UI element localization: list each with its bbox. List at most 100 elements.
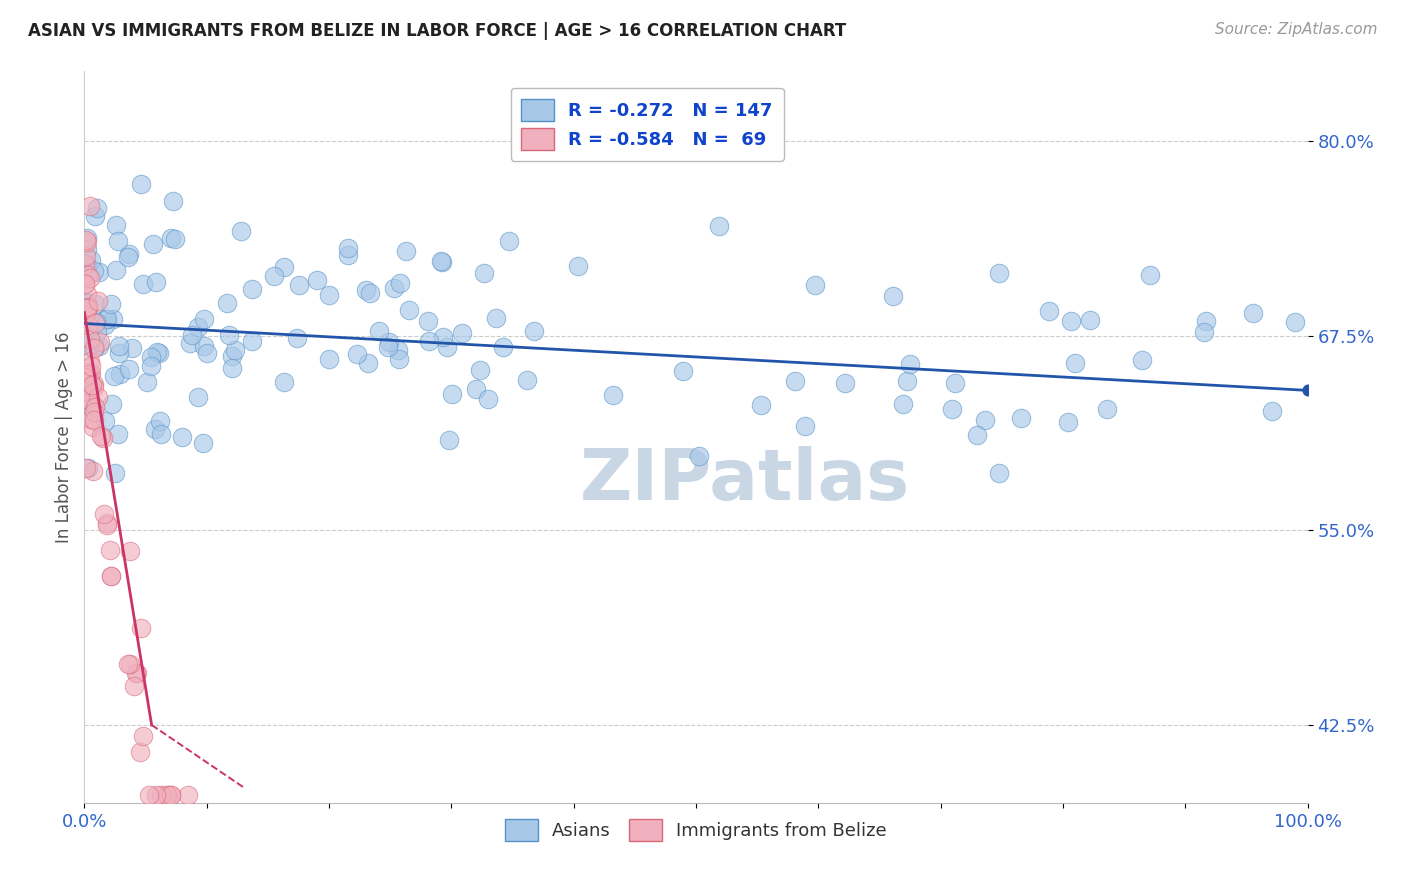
Point [77, 339, 100, 353]
Point [150, 427, 173, 442]
Point [129, 745, 152, 759]
Point [150, 788, 173, 802]
Point [75, 249, 97, 263]
Point [941, 402, 963, 417]
Point [84, 315, 107, 329]
Legend: Asians, Immigrants from Belize: Asians, Immigrants from Belize [498, 812, 894, 848]
Point [83, 341, 105, 355]
Point [966, 427, 988, 442]
Point [688, 449, 710, 463]
Point [93, 414, 115, 428]
Text: ASIAN VS IMMIGRANTS FROM BELIZE IN LABOR FORCE | AGE > 16 CORRELATION CHART: ASIAN VS IMMIGRANTS FROM BELIZE IN LABOR… [28, 22, 846, 40]
Point [387, 343, 409, 357]
Point [432, 330, 454, 344]
Point [80, 359, 103, 373]
Point [882, 289, 904, 303]
Point [378, 334, 401, 349]
Point [76, 287, 98, 301]
Point [395, 244, 418, 259]
Point [117, 361, 139, 376]
Point [105, 262, 128, 277]
Point [93, 318, 115, 332]
Point [1139, 268, 1161, 282]
Point [477, 392, 499, 407]
Point [101, 311, 124, 326]
Point [287, 278, 309, 293]
Point [416, 314, 439, 328]
Point [98, 543, 121, 558]
Point [76, 231, 98, 245]
Point [217, 296, 239, 310]
Point [179, 335, 201, 350]
Point [80, 411, 103, 425]
Point [187, 319, 209, 334]
Text: Source: ZipAtlas.com: Source: ZipAtlas.com [1215, 22, 1378, 37]
Point [76, 242, 98, 256]
Point [79, 382, 101, 396]
Point [80, 253, 103, 268]
Point [108, 367, 131, 381]
Point [120, 544, 142, 558]
Point [195, 346, 218, 360]
Point [336, 241, 359, 255]
Point [101, 396, 124, 410]
Point [146, 344, 169, 359]
Point [75, 370, 97, 384]
Point [943, 376, 966, 390]
Point [84, 340, 107, 354]
Point [1064, 355, 1087, 369]
Point [83, 209, 105, 223]
Point [523, 324, 546, 338]
Point [83, 404, 105, 418]
Point [437, 433, 460, 447]
Point [436, 340, 458, 354]
Point [117, 250, 139, 264]
Point [1130, 352, 1153, 367]
Point [125, 665, 148, 680]
Point [143, 422, 166, 436]
Point [418, 334, 440, 348]
Point [751, 398, 773, 412]
Point [83, 379, 105, 393]
Point [131, 729, 153, 743]
Point [129, 177, 152, 191]
Point [89, 429, 111, 443]
Point [1296, 384, 1319, 398]
Point [307, 273, 329, 287]
Point [1261, 404, 1284, 418]
Point [221, 349, 243, 363]
Point [896, 374, 918, 388]
Point [79, 199, 101, 213]
Point [76, 365, 98, 379]
Point [492, 340, 515, 354]
Point [77, 331, 100, 345]
Point [172, 430, 194, 444]
Point [987, 467, 1010, 481]
Point [273, 260, 295, 274]
Point [377, 340, 399, 354]
Point [398, 303, 420, 318]
Point [121, 341, 143, 355]
Point [79, 353, 101, 368]
Point [118, 247, 141, 261]
Point [76, 296, 98, 310]
Point [80, 378, 103, 392]
Point [388, 351, 411, 366]
Point [1078, 313, 1101, 327]
Point [240, 282, 263, 296]
Point [79, 366, 101, 380]
Point [141, 350, 163, 364]
Point [160, 788, 183, 802]
Point [162, 194, 184, 208]
Point [1241, 306, 1264, 320]
Point [75, 234, 97, 248]
Point [76, 301, 98, 315]
Point [120, 657, 142, 672]
Point [672, 364, 695, 378]
Point [1010, 410, 1032, 425]
Point [567, 259, 589, 273]
Point [224, 343, 246, 357]
Point [346, 347, 368, 361]
Point [76, 368, 98, 382]
Point [357, 356, 380, 370]
